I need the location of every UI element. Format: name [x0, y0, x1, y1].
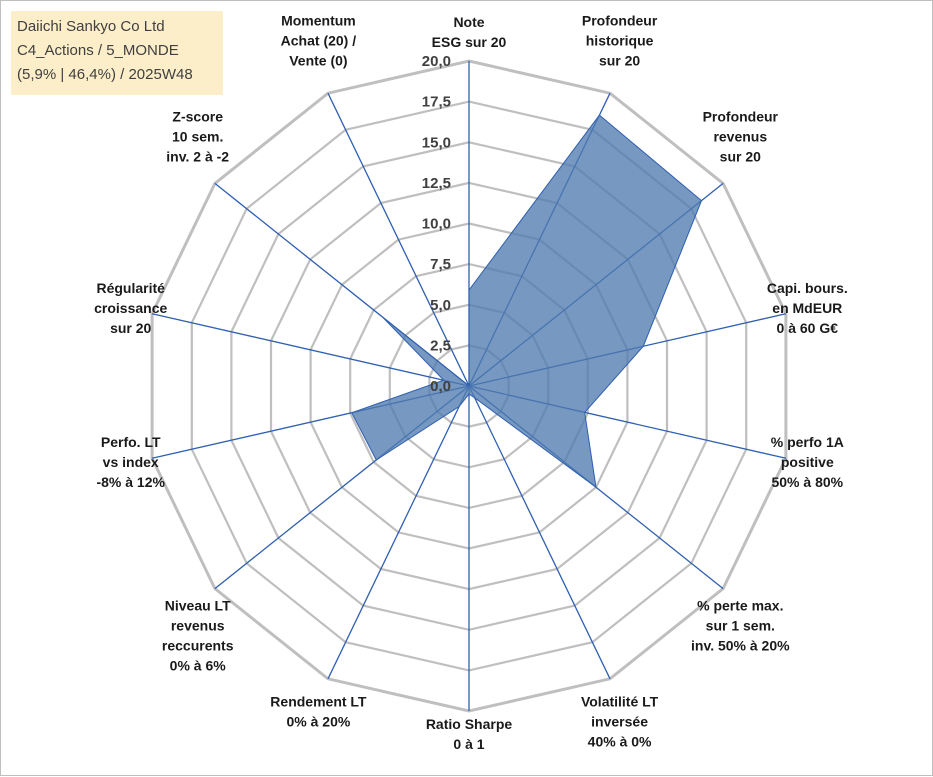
axis-label-line: Z-score — [172, 109, 223, 125]
axis-label-line: 50% à 80% — [771, 474, 843, 490]
axis-label-line: Note — [453, 14, 484, 30]
axis-label-line: % perfo 1A — [771, 434, 844, 450]
axis-label-line: inv. 2 à -2 — [166, 149, 229, 165]
tick-label: 20,0 — [422, 53, 451, 70]
axis-label-line: sur 1 sem. — [706, 617, 775, 633]
axis-label-line: inversée — [591, 714, 648, 730]
tick-label: 0,0 — [430, 378, 451, 395]
axis-label-line: Profondeur — [582, 12, 658, 28]
tick-labels: 0,0 2,5 5,0 7,5 10,0 12,5 15,0 17,5 20,0 — [422, 53, 451, 395]
axis-label: Capi. bours. en MdEUR 0 à 60 G€ — [767, 280, 848, 336]
axis-spoke — [468, 385, 611, 680]
tick-label: 5,0 — [430, 297, 451, 314]
axis-label-line: 0 à 60 G€ — [777, 320, 839, 336]
axis-label-line: 10 sem. — [172, 129, 223, 145]
axis-label: Niveau LT revenus reccurents 0% à 6% — [162, 597, 234, 673]
axis-label: Ratio Sharpe 0 à 1 — [426, 716, 513, 752]
axis-label: Profondeur revenus sur 20 — [703, 109, 779, 165]
tick-label: 7,5 — [430, 256, 451, 273]
axis-label-line: sur 20 — [110, 320, 151, 336]
axis-label-line: -8% à 12% — [96, 474, 165, 490]
axis-label: Volatilité LT inversée 40% à 0% — [581, 694, 659, 750]
axis-label: % perte max. sur 1 sem. inv. 50% à 20% — [691, 597, 790, 653]
axis-label: Momentum Achat (20) / Vente (0) — [281, 12, 357, 68]
data-area — [351, 114, 703, 489]
axis-label-line: positive — [781, 454, 834, 470]
axis-label-line: revenus — [713, 129, 767, 145]
axis-label-line: 0% à 6% — [170, 657, 227, 673]
axis-label-line: Profondeur — [703, 109, 779, 125]
axis-label: Rendement LT 0% à 20% — [270, 694, 367, 730]
axis-label-line: % perte max. — [697, 597, 783, 613]
axis-label-line: inv. 50% à 20% — [691, 637, 790, 653]
axis-label-line: reccurents — [162, 637, 234, 653]
axis-label-line: Niveau LT — [165, 597, 231, 613]
axis-label-line: Capi. bours. — [767, 280, 848, 296]
axis-label: Perfo. LT vs index -8% à 12% — [96, 434, 165, 490]
axis-label-line: sur 20 — [599, 52, 640, 68]
axis-label: Régularité croissance sur 20 — [94, 280, 167, 336]
axis-spoke — [327, 92, 470, 387]
axis-label-line: Perfo. LT — [101, 434, 161, 450]
stats-line: (5,9% | 46,4%) / 2025W48 — [17, 66, 193, 83]
info-box: Daiichi Sankyo Co Ltd C4_Actions / 5_MON… — [11, 11, 223, 95]
axis-label-line: revenus — [171, 617, 225, 633]
axis-label-line: historique — [586, 32, 654, 48]
tick-label: 12,5 — [422, 175, 451, 192]
axis-label-line: croissance — [94, 300, 167, 316]
axis-label: Note ESG sur 20 — [432, 14, 507, 50]
axis-label-line: Achat (20) / — [281, 32, 357, 48]
company-name: Daiichi Sankyo Co Ltd — [17, 18, 165, 35]
tick-label: 17,5 — [422, 94, 451, 111]
axis-label-line: Momentum — [281, 12, 356, 28]
axis-label-line: Vente (0) — [289, 52, 347, 68]
axis-label: % perfo 1A positive 50% à 80% — [771, 434, 844, 490]
axis-label-line: en MdEUR — [772, 300, 842, 316]
axis-label-line: Rendement LT — [270, 694, 367, 710]
tick-label: 15,0 — [422, 134, 451, 151]
axis-label-line: Ratio Sharpe — [426, 716, 513, 732]
axis-label-line: vs index — [103, 454, 159, 470]
axis-labels: Note ESG sur 20 Profondeur historique sur 20… — [94, 12, 848, 752]
axis-spoke — [151, 313, 470, 387]
axis-label-line: 0% à 20% — [286, 714, 350, 730]
axis-label-line: Volatilité LT — [581, 694, 659, 710]
axis-label-line: ESG sur 20 — [432, 34, 507, 50]
axis-label: Z-score 10 sem. inv. 2 à -2 — [166, 109, 229, 165]
axis-label-line: 40% à 0% — [588, 734, 652, 750]
axis-label-line: sur 20 — [720, 149, 761, 165]
axis-spoke — [327, 385, 470, 680]
tick-label: 2,5 — [430, 337, 451, 354]
category-line: C4_Actions / 5_MONDE — [17, 42, 179, 59]
axis-label: Profondeur historique sur 20 — [582, 12, 658, 68]
tick-label: 10,0 — [422, 216, 451, 233]
axis-label-line: 0 à 1 — [453, 736, 484, 752]
axis-label-line: Régularité — [96, 280, 165, 296]
data-polygon — [351, 114, 703, 489]
